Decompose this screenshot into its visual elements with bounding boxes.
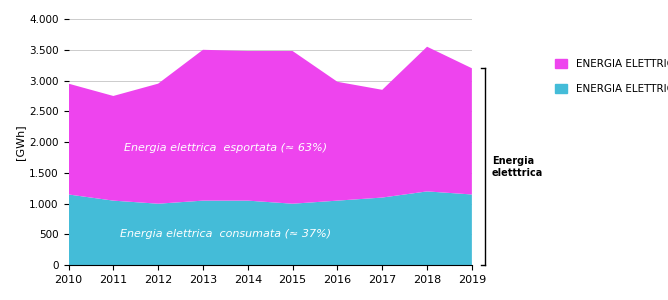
Text: Energia elettrica  esportata (≈ 63%): Energia elettrica esportata (≈ 63%) bbox=[124, 143, 327, 153]
Text: Energia elettrica  consumata (≈ 37%): Energia elettrica consumata (≈ 37%) bbox=[120, 230, 331, 239]
Y-axis label: [GWh]: [GWh] bbox=[15, 124, 25, 160]
Text: Energia
eletttrica: Energia eletttrica bbox=[492, 156, 543, 178]
Legend: ENERGIA ELETTRICA ESPORTATA, ENERGIA ELETTRICA CONSUMATA: ENERGIA ELETTRICA ESPORTATA, ENERGIA ELE… bbox=[550, 54, 668, 99]
